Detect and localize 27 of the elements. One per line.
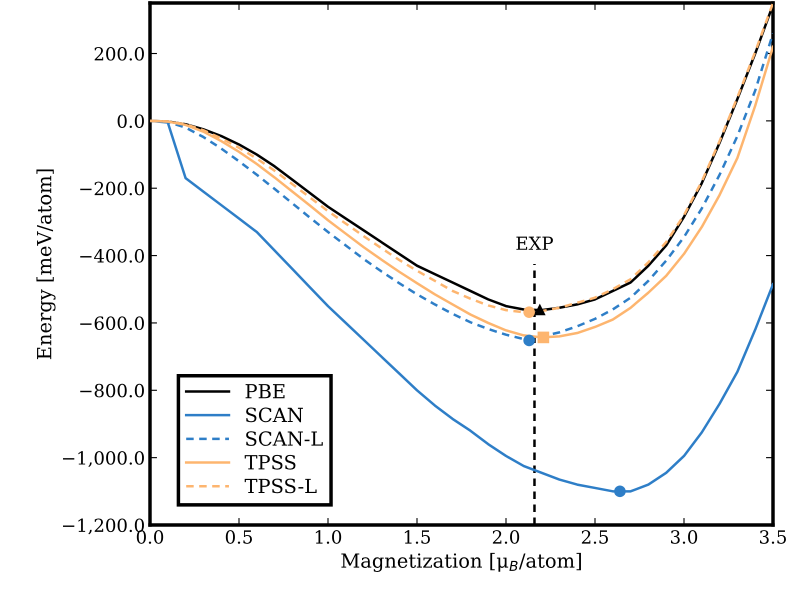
x-tick-label: 2.5 bbox=[582, 530, 608, 544]
x-tick-label: 3.0 bbox=[671, 530, 698, 544]
point bbox=[534, 304, 546, 316]
x-axis-title: Magnetization [μ$_{B}$/atom] bbox=[341, 552, 581, 572]
legend-label: SCAN bbox=[246, 408, 303, 422]
y-tick-label: 200.0 bbox=[94, 46, 144, 61]
x-tick-label: 1.5 bbox=[404, 530, 430, 544]
point bbox=[614, 486, 626, 498]
point bbox=[538, 332, 550, 344]
point bbox=[523, 306, 535, 318]
y-axis-title: Energy [meV/atom] bbox=[36, 169, 56, 360]
x-tick-label: 3.5 bbox=[760, 530, 786, 544]
y-tick-label: −800.0 bbox=[80, 384, 144, 398]
y-tick-label: −400.0 bbox=[80, 249, 144, 263]
y-tick-label: −1,000.0 bbox=[63, 451, 144, 467]
point bbox=[523, 334, 535, 346]
x-tick-label: 2.0 bbox=[492, 530, 520, 544]
y-tick-label: 0.0 bbox=[118, 114, 144, 128]
ref-line-label: EXP bbox=[516, 236, 553, 250]
legend-label: SCAN-L bbox=[246, 431, 323, 446]
legend-label: TPSS bbox=[244, 454, 296, 470]
y-tick-label: −600.0 bbox=[80, 316, 144, 330]
y-tick-label: −200.0 bbox=[80, 182, 144, 196]
legend-label: PBE bbox=[246, 384, 285, 398]
x-tick-label: 0.5 bbox=[226, 530, 252, 544]
legend-label: TPSS-L bbox=[244, 478, 317, 494]
x-tick-label: 1.0 bbox=[316, 530, 342, 544]
